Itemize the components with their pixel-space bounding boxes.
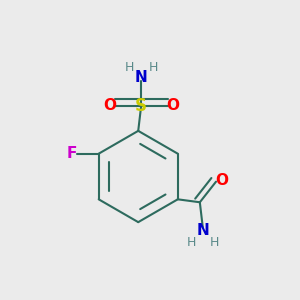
Text: H: H [210,236,219,248]
Text: O: O [167,98,179,113]
Text: S: S [135,97,147,115]
Text: N: N [196,223,209,238]
Text: N: N [135,70,148,86]
Text: H: H [186,236,196,248]
Text: O: O [215,173,228,188]
Text: O: O [103,98,116,113]
Text: H: H [125,61,134,74]
Text: H: H [148,61,158,74]
Text: F: F [66,146,76,161]
